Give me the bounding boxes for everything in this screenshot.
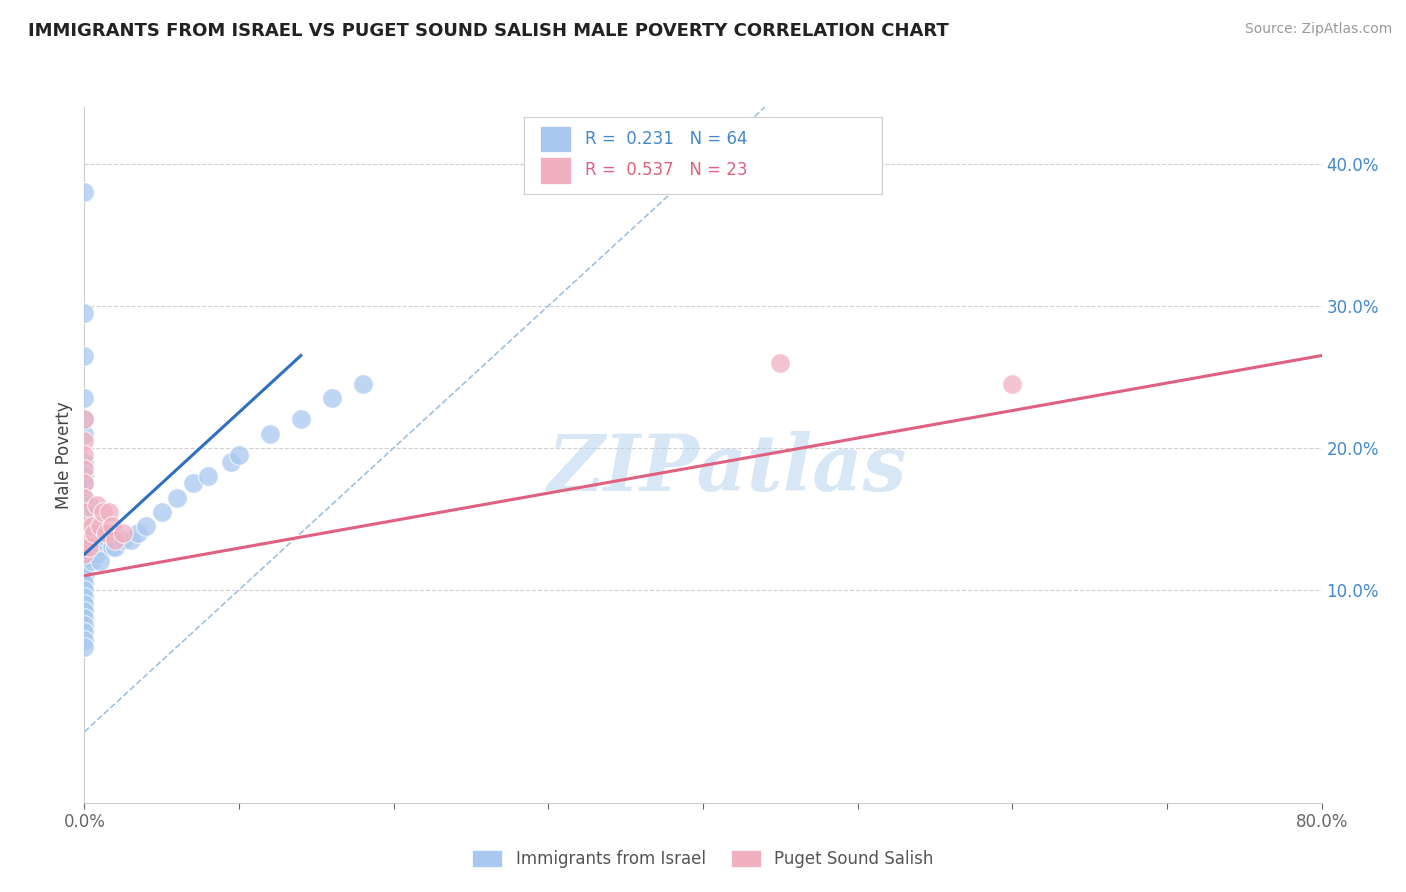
Point xyxy=(73,611,96,625)
Point xyxy=(73,462,96,476)
Point xyxy=(112,526,135,541)
Point xyxy=(73,491,96,505)
Point xyxy=(769,356,792,370)
Point xyxy=(73,540,96,554)
Point xyxy=(73,412,96,426)
Point xyxy=(73,590,96,604)
Point xyxy=(104,540,127,554)
Point xyxy=(94,526,117,541)
Point xyxy=(73,625,96,640)
Point xyxy=(98,505,121,519)
Point xyxy=(89,526,111,541)
Point xyxy=(101,519,124,533)
Legend: Immigrants from Israel, Puget Sound Salish: Immigrants from Israel, Puget Sound Sali… xyxy=(465,843,941,875)
Point xyxy=(128,526,150,541)
Point xyxy=(89,519,111,533)
Point xyxy=(83,533,105,548)
Point xyxy=(181,476,204,491)
Point xyxy=(73,519,96,533)
Point xyxy=(87,533,110,548)
Point xyxy=(73,505,96,519)
Point xyxy=(73,186,96,200)
Point xyxy=(73,597,96,611)
Point xyxy=(73,632,96,647)
Point xyxy=(352,376,374,391)
Text: R =  0.231   N = 64: R = 0.231 N = 64 xyxy=(585,130,748,148)
Point xyxy=(73,533,96,548)
Point xyxy=(73,547,96,561)
Point xyxy=(321,391,343,405)
Point xyxy=(135,519,157,533)
Point xyxy=(73,505,96,519)
Point xyxy=(73,533,96,548)
Point xyxy=(91,533,114,548)
Y-axis label: Male Poverty: Male Poverty xyxy=(55,401,73,508)
Point xyxy=(73,455,96,469)
Point xyxy=(73,519,96,533)
Point xyxy=(73,526,96,541)
Text: R =  0.537   N = 23: R = 0.537 N = 23 xyxy=(585,161,748,179)
Point xyxy=(221,455,243,469)
Point xyxy=(73,434,96,448)
Point xyxy=(84,526,107,541)
FancyBboxPatch shape xyxy=(540,126,571,153)
Point xyxy=(82,540,104,554)
Point xyxy=(73,575,96,590)
FancyBboxPatch shape xyxy=(523,118,883,194)
Point xyxy=(150,505,173,519)
Point xyxy=(73,306,96,320)
Text: Source: ZipAtlas.com: Source: ZipAtlas.com xyxy=(1244,22,1392,37)
Point xyxy=(79,540,101,554)
Point xyxy=(73,568,96,582)
Point xyxy=(73,547,96,561)
Point xyxy=(73,412,96,426)
Point xyxy=(73,448,96,462)
Point xyxy=(1001,376,1024,391)
Point xyxy=(86,547,108,561)
Text: IMMIGRANTS FROM ISRAEL VS PUGET SOUND SALISH MALE POVERTY CORRELATION CHART: IMMIGRANTS FROM ISRAEL VS PUGET SOUND SA… xyxy=(28,22,949,40)
Point xyxy=(228,448,250,462)
Point xyxy=(73,582,96,597)
Text: ZIPatlas: ZIPatlas xyxy=(548,431,907,507)
Point xyxy=(82,519,104,533)
Point xyxy=(120,533,142,548)
Point xyxy=(73,561,96,575)
Point xyxy=(112,533,135,548)
Point xyxy=(104,533,127,548)
FancyBboxPatch shape xyxy=(540,157,571,184)
Point xyxy=(73,640,96,654)
Point xyxy=(73,476,96,491)
Point xyxy=(73,476,96,491)
Point xyxy=(73,554,96,568)
Point xyxy=(73,512,96,526)
Point xyxy=(89,540,111,554)
Point xyxy=(82,526,104,541)
Point xyxy=(73,349,96,363)
Point xyxy=(77,526,100,541)
Point xyxy=(76,533,98,548)
Point xyxy=(98,533,121,548)
Point xyxy=(89,554,111,568)
Point xyxy=(197,469,219,483)
Point xyxy=(73,426,96,441)
Point xyxy=(73,618,96,632)
Point xyxy=(79,526,101,541)
Point xyxy=(82,554,104,568)
Point xyxy=(101,540,124,554)
Point xyxy=(73,491,96,505)
Point xyxy=(77,540,100,554)
Point xyxy=(259,426,281,441)
Point xyxy=(290,412,312,426)
Point xyxy=(83,526,105,541)
Point xyxy=(73,604,96,618)
Point xyxy=(73,391,96,405)
Point xyxy=(166,491,188,505)
Point xyxy=(73,469,96,483)
Point xyxy=(77,498,100,512)
Point xyxy=(97,526,120,541)
Point xyxy=(86,498,108,512)
Point xyxy=(91,505,114,519)
